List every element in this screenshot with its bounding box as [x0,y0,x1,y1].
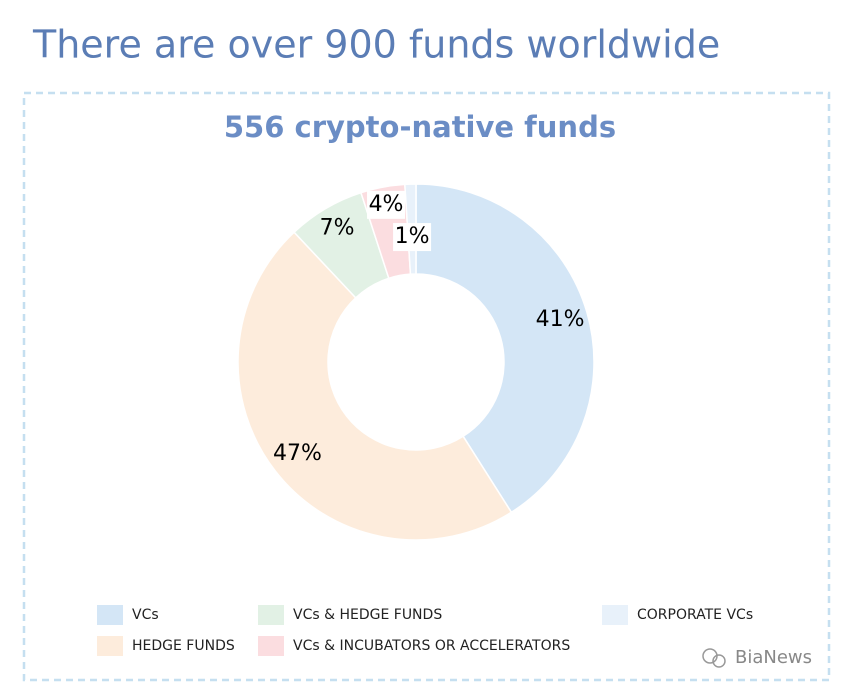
legend-label: VCs [132,607,159,623]
data-label: 4% [369,192,404,217]
legend-swatch [258,636,284,656]
legend-swatch [258,605,284,625]
watermark-icon [712,654,726,668]
label-bg [393,223,432,252]
label-bg [367,190,406,219]
data-label: 41% [536,307,585,332]
legend-swatch [97,605,123,625]
watermark-text: BiaNews [735,647,812,668]
data-label: 47% [273,441,322,466]
legend-label: VCs & HEDGE FUNDS [293,607,442,623]
watermark: BiaNews [702,647,812,668]
page-title: There are over 900 funds worldwide [32,23,720,67]
chart-frame [22,91,831,682]
legend-swatch [602,605,628,625]
donut-slice [237,231,513,541]
legend-label: VCs & INCUBATORS OR ACCELERATORS [293,638,570,654]
legend-swatch [97,636,123,656]
legend-label: CORPORATE VCs [637,607,753,623]
legend-label: HEDGE FUNDS [132,638,235,654]
chart-title: 556 crypto-native funds [224,110,616,144]
data-label: 1% [395,224,430,249]
donut-slice [415,183,595,514]
data-label: 7% [320,216,355,241]
